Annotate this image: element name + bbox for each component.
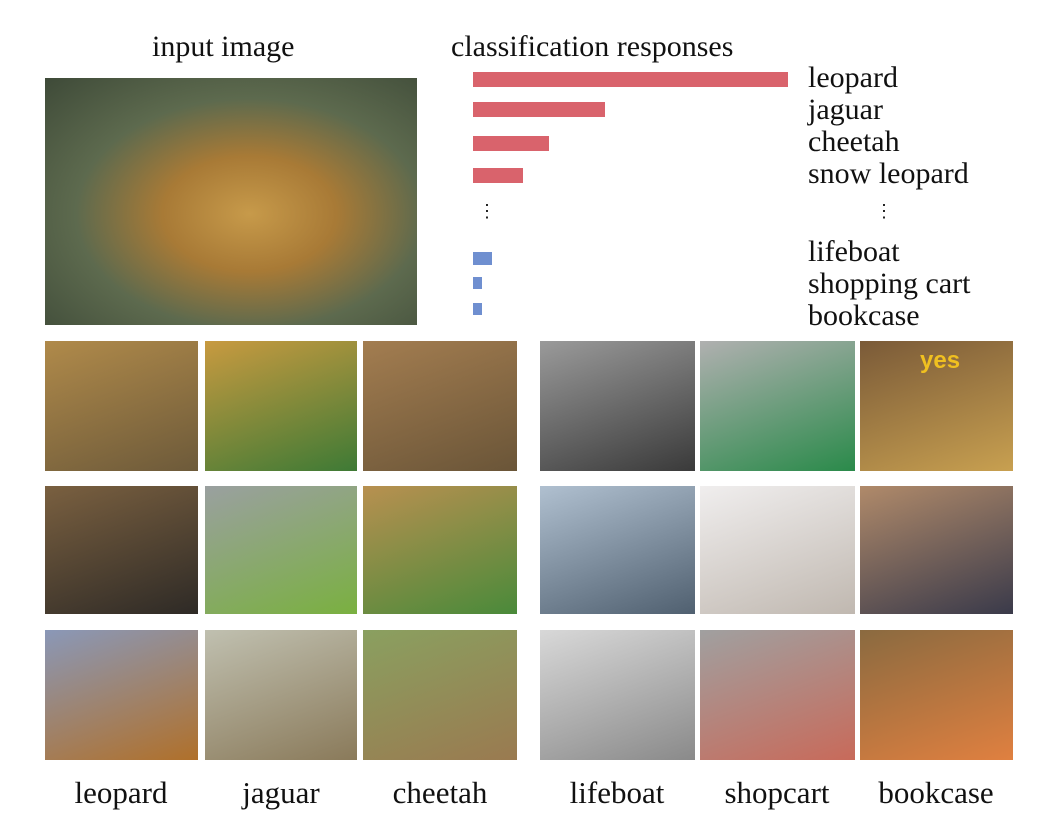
bar-lifeboat — [473, 251, 492, 265]
class-label-leopard: leopard — [808, 61, 898, 94]
bar-leopard — [473, 71, 788, 87]
example-image-shopcart-3 — [700, 630, 855, 760]
bookcase-sign-text: yes — [920, 347, 961, 374]
class-label-shopping-cart: shopping cart — [808, 267, 971, 300]
bar-jaguar — [473, 101, 606, 117]
example-image-leopard-1 — [45, 341, 198, 471]
label-bookcase: bookcase — [878, 775, 994, 810]
example-image-bookcase-1: yes — [860, 341, 1013, 471]
example-image-leopard-2 — [45, 486, 198, 614]
class-label-cheetah: cheetah — [808, 125, 900, 158]
example-image-leopard-3 — [45, 630, 198, 760]
example-image-lifeboat-3 — [540, 630, 695, 760]
example-image-shopcart-2 — [700, 486, 855, 614]
bar-cheetah — [473, 135, 549, 151]
example-image-shopcart-1 — [700, 341, 855, 471]
example-image-jaguar-2 — [205, 486, 357, 614]
label-shopcart: shopcart — [724, 775, 830, 810]
responses-title: classification responses — [451, 30, 734, 63]
class-label-snow-leopard: snow leopard — [808, 157, 969, 190]
example-image-lifeboat-2 — [540, 486, 695, 614]
label-lifeboat: lifeboat — [569, 775, 665, 810]
example-image-cheetah-1 — [363, 341, 517, 471]
label-jaguar: jaguar — [242, 775, 320, 810]
example-image-lifeboat-1 — [540, 341, 695, 471]
class-label-jaguar: jaguar — [808, 93, 883, 126]
example-image-bookcase-2 — [860, 486, 1013, 614]
bars-ellipsis: ⋮ — [478, 201, 496, 221]
class-label-lifeboat: lifeboat — [808, 235, 900, 268]
input-image-leopard — [45, 78, 417, 325]
bar-bookcase — [473, 303, 483, 315]
bar-shopping-cart — [473, 277, 483, 289]
example-image-bookcase-3 — [860, 630, 1013, 760]
class-label-bookcase: bookcase — [808, 299, 920, 332]
example-image-jaguar-1 — [205, 341, 357, 471]
label-cheetah: cheetah — [392, 775, 488, 810]
label-leopard: leopard — [74, 775, 168, 810]
input-image-title: input image — [152, 30, 295, 63]
labels-ellipsis: ⋮ — [875, 201, 893, 221]
example-image-jaguar-3 — [205, 630, 357, 760]
example-image-cheetah-2 — [363, 486, 517, 614]
bar-snow-leopard — [473, 167, 524, 183]
example-image-cheetah-3 — [363, 630, 517, 760]
